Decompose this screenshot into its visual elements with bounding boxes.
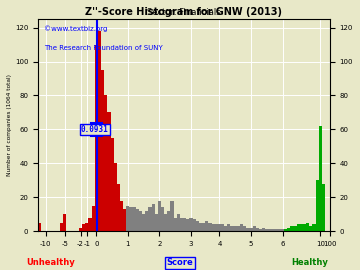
Bar xyxy=(227,224,230,231)
Bar xyxy=(174,218,177,231)
Bar xyxy=(322,184,325,231)
Bar xyxy=(95,45,98,231)
Bar xyxy=(117,184,120,231)
Bar xyxy=(262,228,265,231)
Bar xyxy=(98,31,101,231)
Y-axis label: Number of companies (1064 total): Number of companies (1064 total) xyxy=(7,74,12,176)
Bar xyxy=(91,206,95,231)
Bar xyxy=(293,226,297,231)
Bar xyxy=(136,209,139,231)
Bar xyxy=(249,228,252,231)
Bar xyxy=(164,214,167,231)
Bar xyxy=(126,206,130,231)
Bar xyxy=(215,224,218,231)
Bar xyxy=(148,207,152,231)
Bar xyxy=(208,223,212,231)
Bar xyxy=(284,230,287,231)
Bar xyxy=(120,201,123,231)
Bar xyxy=(189,218,193,231)
Bar xyxy=(193,219,196,231)
Bar xyxy=(186,219,189,231)
Bar xyxy=(309,226,312,231)
Bar xyxy=(243,226,246,231)
Bar xyxy=(177,214,180,231)
Bar xyxy=(300,224,303,231)
Bar xyxy=(180,218,183,231)
Bar xyxy=(167,211,171,231)
Bar xyxy=(230,226,234,231)
Bar xyxy=(145,211,148,231)
Bar xyxy=(278,230,281,231)
Bar xyxy=(139,211,142,231)
Text: Unhealthy: Unhealthy xyxy=(26,258,75,267)
Bar xyxy=(82,224,85,231)
Text: ©www.textbiz.org: ©www.textbiz.org xyxy=(44,25,107,32)
Bar xyxy=(199,223,202,231)
Bar xyxy=(89,218,91,231)
Bar xyxy=(303,224,306,231)
Bar xyxy=(306,223,309,231)
Bar xyxy=(196,221,199,231)
Bar xyxy=(132,207,136,231)
Bar xyxy=(171,201,174,231)
Bar xyxy=(101,70,104,231)
Bar xyxy=(183,218,186,231)
Bar xyxy=(312,224,316,231)
Bar xyxy=(281,230,284,231)
Bar xyxy=(60,223,63,231)
Bar xyxy=(107,112,111,231)
Bar xyxy=(79,228,82,231)
Bar xyxy=(237,226,240,231)
Bar xyxy=(291,226,293,231)
Bar xyxy=(155,214,158,231)
Bar xyxy=(205,221,208,231)
Text: Sector: Financials: Sector: Financials xyxy=(147,8,221,17)
Bar xyxy=(319,126,322,231)
Bar xyxy=(240,224,243,231)
Bar xyxy=(316,180,319,231)
Bar xyxy=(211,224,215,231)
Bar xyxy=(287,228,291,231)
Bar xyxy=(152,204,155,231)
Bar xyxy=(85,223,89,231)
Bar xyxy=(234,226,237,231)
Bar xyxy=(252,226,256,231)
Bar xyxy=(104,95,107,231)
Bar xyxy=(202,223,205,231)
Text: Score: Score xyxy=(167,258,193,267)
Bar xyxy=(246,228,249,231)
Bar xyxy=(38,223,41,231)
Bar xyxy=(114,163,117,231)
Bar xyxy=(130,207,132,231)
Bar xyxy=(275,230,278,231)
Bar xyxy=(63,214,66,231)
Bar xyxy=(259,230,262,231)
Text: Healthy: Healthy xyxy=(291,258,328,267)
Bar xyxy=(256,228,259,231)
Bar xyxy=(218,224,221,231)
Bar xyxy=(271,230,275,231)
Bar xyxy=(142,214,145,231)
Text: The Research Foundation of SUNY: The Research Foundation of SUNY xyxy=(44,45,162,50)
Bar xyxy=(265,230,268,231)
Bar xyxy=(158,201,161,231)
Bar xyxy=(224,226,227,231)
Title: Z''-Score Histogram for GNW (2013): Z''-Score Histogram for GNW (2013) xyxy=(85,7,282,17)
Bar xyxy=(221,224,224,231)
Text: 0.0931: 0.0931 xyxy=(81,125,109,134)
Bar xyxy=(161,207,164,231)
Bar xyxy=(111,138,114,231)
Bar xyxy=(123,209,126,231)
Bar xyxy=(297,224,300,231)
Bar xyxy=(268,230,271,231)
